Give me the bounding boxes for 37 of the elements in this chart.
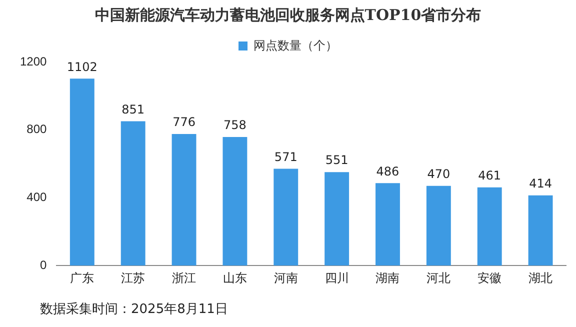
x-tick-label: 四川 — [324, 271, 349, 286]
y-tick-label: 400 — [26, 190, 48, 204]
bar — [324, 172, 350, 266]
legend-label: 网点数量（个） — [254, 38, 338, 52]
data-label: 758 — [224, 118, 246, 132]
x-tick-label: 江苏 — [121, 271, 146, 286]
x-tick-label: 山东 — [222, 271, 247, 286]
data-label: 414 — [529, 176, 552, 190]
y-tick-label: 800 — [26, 122, 48, 136]
y-tick-label: 1200 — [20, 54, 48, 68]
bar — [477, 187, 502, 266]
bar — [376, 183, 400, 266]
data-label: 571 — [274, 150, 298, 164]
data-label: 470 — [427, 166, 450, 181]
bar — [222, 136, 248, 266]
x-tick-label: 河北 — [426, 271, 451, 286]
x-tick-label: 湖北 — [528, 271, 553, 286]
data-label: 1102 — [66, 60, 98, 74]
bar — [120, 121, 146, 266]
data-label: 551 — [325, 153, 348, 168]
bar — [426, 186, 451, 266]
bar — [70, 78, 94, 266]
bar — [172, 134, 196, 266]
data-label: 851 — [122, 102, 145, 116]
x-tick-label: 湖南 — [376, 271, 400, 286]
data-label: 461 — [478, 168, 502, 183]
x-tick-label: 河南 — [274, 271, 298, 286]
data-label: 776 — [172, 115, 196, 130]
x-tick-label: 广东 — [70, 271, 94, 286]
bar — [528, 195, 553, 266]
data-label: 486 — [376, 164, 400, 178]
text: 数据采集时间：2025年8月11日 — [40, 301, 228, 318]
chart-title: 中国新能源汽车动力蓄电池回收服务网点TOP10省市分布 — [94, 6, 482, 25]
x-tick-label: 安徽 — [478, 271, 502, 286]
y-tick-label: 0 — [40, 258, 48, 272]
x-tick-label: 浙江 — [172, 271, 196, 286]
bar — [274, 168, 298, 266]
